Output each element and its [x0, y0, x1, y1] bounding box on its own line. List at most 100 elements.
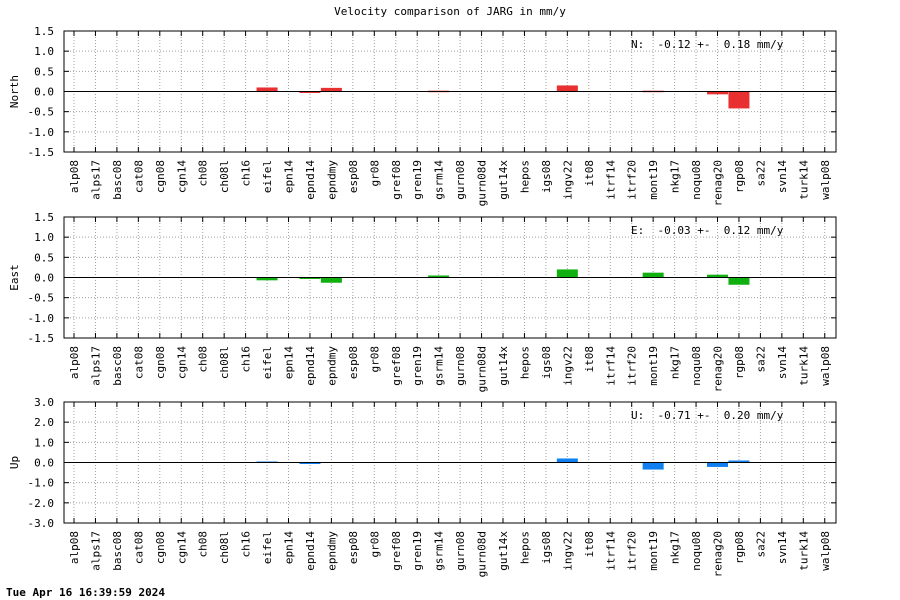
x-tick-label-gr08: gr08	[368, 531, 381, 558]
y-tick-label: 1.0	[34, 436, 54, 449]
y-tick-label: 3.0	[34, 396, 54, 409]
x-tick-label-nkg17: nkg17	[669, 531, 682, 564]
x-tick-label-it08: it08	[583, 160, 596, 187]
y-axis-label: East	[8, 264, 21, 291]
x-tick-label-rgp08: rgp08	[733, 160, 746, 193]
x-tick-label-itrf20: itrf20	[626, 160, 639, 200]
x-tick-label-epndmy: epndmy	[325, 160, 338, 200]
x-tick-label-epndmy: epndmy	[325, 346, 338, 386]
x-tick-label-rgp08: rgp08	[733, 531, 746, 564]
x-tick-label-basc08: basc08	[111, 346, 124, 386]
bar-renag20	[707, 462, 728, 467]
x-tick-label-igs08: igs08	[540, 531, 553, 564]
x-tick-label-ingv22: ingv22	[561, 160, 574, 200]
bar-renag20	[707, 274, 728, 278]
x-tick-label-turk14: turk14	[797, 346, 810, 386]
x-tick-label-sa22: sa22	[754, 160, 767, 187]
bar-ingv22	[556, 458, 578, 463]
y-tick-label: 0.0	[34, 86, 54, 99]
x-tick-label-gurn08: gurn08	[454, 346, 467, 386]
y-tick-label: 1.0	[34, 45, 54, 58]
x-tick-label-hepos: hepos	[518, 346, 531, 379]
x-tick-label-mont19: mont19	[647, 160, 660, 200]
bar-rgp08	[728, 460, 750, 463]
bar-eifel	[256, 87, 278, 92]
x-tick-label-cgn08: cgn08	[154, 346, 167, 379]
x-tick-label-sa22: sa22	[754, 346, 767, 373]
x-tick-label-gren19: gren19	[411, 531, 424, 571]
x-tick-label-turk14: turk14	[797, 160, 810, 200]
x-tick-label-epndmy: epndmy	[325, 531, 338, 571]
x-tick-label-igs08: igs08	[540, 346, 553, 379]
y-tick-label: -0.5	[28, 106, 55, 119]
x-tick-label-itrf14: itrf14	[604, 346, 617, 386]
x-tick-label-eifel: eifel	[261, 531, 274, 564]
x-tick-label-svn14: svn14	[776, 160, 789, 193]
x-tick-label-epn14: epn14	[283, 531, 296, 564]
x-tick-label-turk14: turk14	[797, 531, 810, 571]
y-tick-label: 0.5	[34, 65, 54, 78]
x-tick-label-cat08: cat08	[132, 531, 145, 564]
y-tick-label: 0.0	[34, 457, 54, 470]
bar-gsrm14	[428, 275, 450, 278]
x-tick-label-gut14x: gut14x	[497, 531, 510, 571]
x-tick-label-epnd14: epnd14	[304, 346, 317, 386]
x-tick-label-it08: it08	[583, 531, 596, 558]
x-tick-label-ch08: ch08	[197, 160, 210, 187]
x-tick-label-alps17: alps17	[89, 531, 102, 571]
y-tick-label: 0.5	[34, 251, 54, 264]
x-tick-label-cat08: cat08	[132, 346, 145, 379]
x-tick-label-walp08: walp08	[819, 531, 832, 571]
x-tick-label-nkg17: nkg17	[669, 160, 682, 193]
x-tick-label-rgp08: rgp08	[733, 346, 746, 379]
x-tick-label-noqu08: noqu08	[690, 346, 703, 386]
x-tick-label-ingv22: ingv22	[561, 346, 574, 386]
x-tick-label-gr08: gr08	[368, 346, 381, 373]
x-tick-label-cgn14: cgn14	[175, 531, 188, 564]
y-tick-label: -3.0	[28, 517, 55, 530]
x-tick-label-itrf14: itrf14	[604, 160, 617, 200]
x-tick-label-ch08: ch08	[197, 531, 210, 558]
x-tick-label-itrf20: itrf20	[626, 531, 639, 571]
x-tick-label-epnd14: epnd14	[304, 160, 317, 200]
bar-renag20	[707, 91, 728, 95]
x-tick-label-cat08: cat08	[132, 160, 145, 193]
y-tick-label: -1.0	[28, 312, 55, 325]
x-tick-label-walp08: walp08	[819, 346, 832, 386]
y-tick-label: -1.5	[28, 146, 55, 159]
x-tick-label-cgn08: cgn08	[154, 160, 167, 193]
bar-epndmy	[320, 87, 342, 92]
x-tick-label-gsrm14: gsrm14	[433, 160, 446, 200]
x-tick-label-hepos: hepos	[518, 160, 531, 193]
x-tick-label-ch08l: ch08l	[218, 346, 231, 379]
x-tick-label-gr08: gr08	[368, 160, 381, 187]
bar-rgp08	[728, 91, 750, 109]
y-tick-label: 1.5	[34, 25, 54, 38]
x-tick-label-alp08: alp08	[68, 346, 81, 379]
x-tick-label-sa22: sa22	[754, 531, 767, 558]
summary-annotation: N: -0.12 +- 0.18 mm/y	[631, 38, 784, 51]
x-tick-label-gren19: gren19	[411, 346, 424, 386]
x-tick-label-alp08: alp08	[68, 160, 81, 193]
x-tick-label-walp08: walp08	[819, 160, 832, 200]
bar-eifel	[256, 277, 278, 281]
bar-rgp08	[728, 277, 750, 285]
x-tick-label-gurn08d: gurn08d	[476, 346, 489, 392]
x-tick-label-epn14: epn14	[283, 160, 296, 193]
x-tick-label-gut14x: gut14x	[497, 346, 510, 386]
x-tick-label-gut14x: gut14x	[497, 160, 510, 200]
x-tick-label-it08: it08	[583, 346, 596, 373]
x-tick-label-ch16: ch16	[240, 531, 253, 558]
bar-epnd14	[299, 462, 321, 464]
y-tick-label: 2.0	[34, 416, 54, 429]
x-tick-label-ch08l: ch08l	[218, 531, 231, 564]
x-tick-label-itrf14: itrf14	[604, 531, 617, 571]
x-tick-label-gurn08: gurn08	[454, 531, 467, 571]
bar-ingv22	[556, 269, 578, 278]
x-tick-label-noqu08: noqu08	[690, 160, 703, 200]
y-tick-label: -0.5	[28, 292, 55, 305]
x-tick-label-ch16: ch16	[240, 346, 253, 373]
bar-ingv22	[556, 85, 578, 92]
x-tick-label-renag20: renag20	[712, 531, 725, 577]
